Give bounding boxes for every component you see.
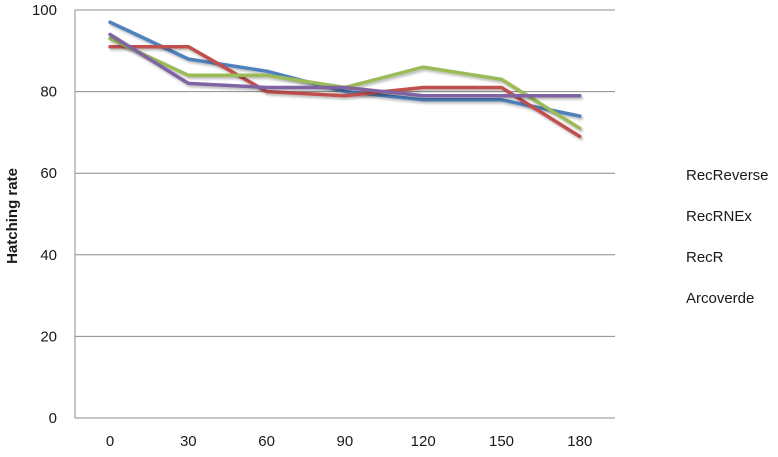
series-lines <box>108 20 582 139</box>
y-tick-label: 0 <box>49 410 57 427</box>
legend-item-recr: RecR <box>643 249 724 266</box>
y-tick-label: 40 <box>40 247 57 264</box>
y-tick-label: 80 <box>40 84 57 101</box>
legend-item-arcoverde: Arcoverde <box>643 290 754 307</box>
gridlines <box>75 9 615 337</box>
x-tick-label: 150 <box>489 433 514 450</box>
x-tick-label: 60 <box>258 433 275 450</box>
legend-item-recrnex: RecRNEx <box>643 208 752 225</box>
axes <box>74 10 615 419</box>
x-tick-label: 120 <box>411 433 436 450</box>
legend-label: RecReverse <box>686 167 769 184</box>
x-tick-label: 180 <box>567 433 592 450</box>
legend-label: RecR <box>686 249 724 266</box>
legend-item-recreverse: RecReverse <box>643 167 769 184</box>
y-axis-title: Hatching rate <box>4 168 21 264</box>
x-tick-label: 30 <box>180 433 197 450</box>
x-axis-tick-labels: 0 30 60 90 120 150 180 <box>106 433 592 450</box>
y-tick-label: 20 <box>40 328 57 345</box>
legend: RecReverse RecRNEx RecR Arcoverde <box>643 167 769 307</box>
series-line-recreverse <box>108 20 582 118</box>
series-line-recr <box>108 36 582 131</box>
series-line-recrnex <box>108 44 582 139</box>
legend-label: Arcoverde <box>686 290 754 307</box>
y-axis-tick-labels: 0 20 40 60 80 100 <box>32 2 57 427</box>
y-tick-label: 100 <box>32 2 57 19</box>
y-tick-label: 60 <box>40 165 57 182</box>
legend-label: RecRNEx <box>686 208 752 225</box>
x-tick-label: 0 <box>106 433 114 450</box>
series-line-arcoverde <box>108 32 582 98</box>
x-tick-label: 90 <box>337 433 354 450</box>
